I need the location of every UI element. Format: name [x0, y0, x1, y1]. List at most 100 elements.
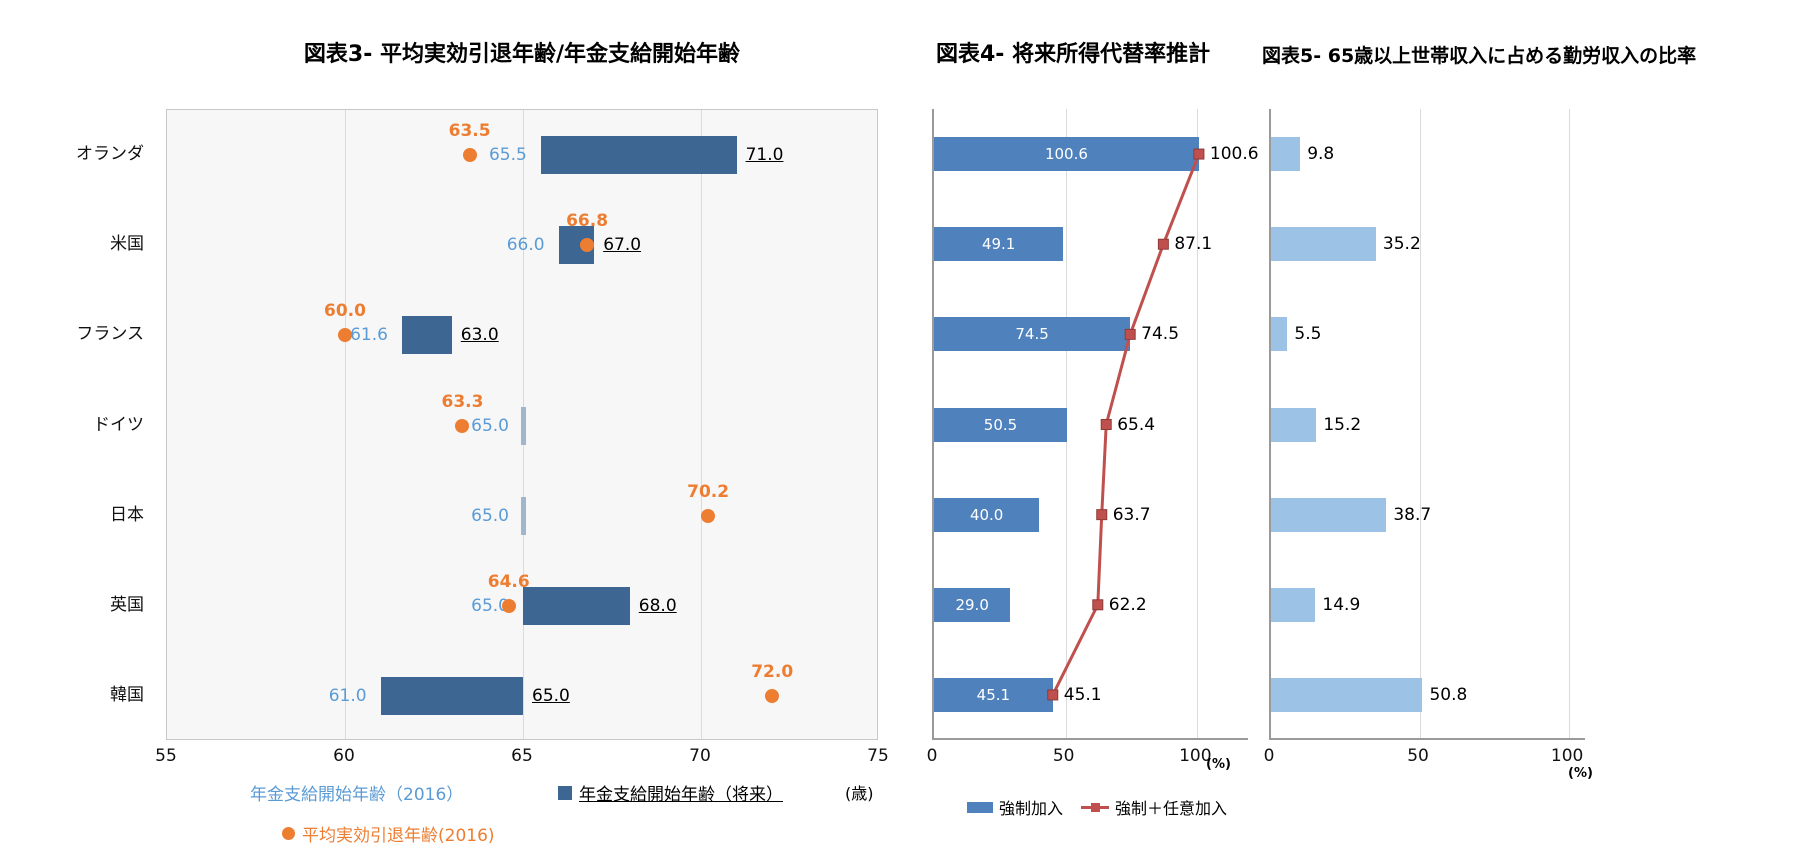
chart3-retirement-age-label: 64.6 [487, 571, 530, 592]
chart5-x-axis: 0 50 100 [0, 746, 1795, 768]
chart5-plot-area: 9.8 35.2 5.5 15.2 38.7 14.9 50.8 [1269, 109, 1585, 740]
chart3-retirement-age-dot [765, 688, 780, 703]
chart4-line-marker [1193, 148, 1205, 160]
chart3-retirement-age-label: 66.8 [566, 211, 609, 232]
chart3-future-age-label: 63.0 [460, 325, 499, 346]
chart4-plot-area: 100.6 49.1 74.5 50.5 40.0 29.0 45.1 100.6 87.1 74… [932, 109, 1259, 740]
chart4-bar-value-label: 50.5 [983, 415, 1018, 434]
chart4-legend-mandatory-voluntary: 強制＋任意加入 [1081, 795, 1227, 819]
chart3-retirement-age-label: 70.2 [687, 481, 730, 502]
chart5-labor-income-bar [1271, 137, 1301, 172]
chart4-line-value-label: 74.5 [1141, 324, 1180, 345]
chart3-pension-age-bar [540, 136, 737, 175]
chart4-bar-value-label: 74.5 [1015, 325, 1049, 344]
chart3-future-age-label: 67.0 [603, 235, 642, 256]
chart3-future-age-label: 65.0 [532, 685, 570, 706]
chart5-axis-unit-label: (%) [1568, 766, 1593, 781]
chart4-x-axis: 0 50 100 [0, 746, 1795, 768]
chart3-category-label: 日本 [110, 504, 144, 525]
chart3-future-age-label: 68.0 [638, 595, 677, 616]
chart5-labor-income-bar [1271, 317, 1288, 352]
orange-dot-icon [282, 827, 295, 840]
chart4-line-marker [1124, 328, 1136, 340]
chart4-mandatory-bar [934, 587, 1011, 622]
chart3-axis-unit-label: (歳) [845, 784, 874, 803]
chart4-line-marker [1096, 509, 1108, 521]
chart3-start-age-label: 65.0 [471, 595, 509, 616]
chart4-legend: 強制加入 強制＋任意加入 [932, 795, 1262, 819]
chart5-value-label: 9.8 [1307, 144, 1335, 165]
chart3-future-age-label: 71.0 [745, 145, 784, 166]
chart4-title: 図表4- 将来所得代替率推計 [936, 42, 1211, 67]
chart3-retirement-age-dot [701, 508, 716, 523]
chart4-line-value-label: 62.2 [1108, 594, 1147, 615]
legend-label-mandatory: 強制加入 [998, 799, 1063, 818]
chart3-x-axis: 55 60 65 70 75 [0, 746, 1795, 768]
chart4-mandatory-bar [934, 317, 1131, 352]
chart4-line-marker [1092, 599, 1104, 611]
chart3-plot-area: 65.5 71.0 63.5 66.0 67.0 66.8 61.6 63.0 60.0 65.0… [166, 109, 878, 740]
chart4-mandatory-bar [934, 677, 1053, 712]
chart5-value-label: 14.9 [1322, 594, 1361, 615]
chart4-line-marker [1100, 419, 1112, 430]
chart4-line-marker [1047, 689, 1059, 701]
chart5-labor-income-bar [1271, 407, 1317, 442]
chart3-category-label: ドイツ [93, 414, 144, 435]
chart3-start-age-label: 65.5 [488, 145, 527, 166]
chart5-value-label: 15.2 [1323, 414, 1362, 435]
chart3-retirement-age-label: 72.0 [751, 661, 794, 682]
chart5-x-tick-label: 0 [1263, 746, 1275, 766]
chart3-start-age-label: 61.6 [350, 325, 388, 346]
chart3-title: 図表3- 平均実効引退年齢/年金支給開始年齢 [303, 42, 741, 67]
chart3-x-tick-label: 75 [867, 746, 889, 766]
chart4-gridline [1197, 109, 1199, 738]
blue-bar-icon [966, 801, 993, 813]
chart4-line-value-label: 65.4 [1117, 414, 1156, 435]
chart3-pension-age-bar [520, 496, 526, 535]
chart3-start-age-label: 65.0 [471, 505, 509, 526]
chart5-gridline [1420, 109, 1422, 738]
chart3-gridline [345, 110, 346, 739]
chart3-category-label: 米国 [110, 234, 144, 255]
chart5-x-tick-label: 100 [1550, 746, 1584, 766]
chart5-title: 図表5- 65歳以上世帯収入に占める勤労収入の比率 [1262, 45, 1697, 67]
chart3-retirement-age-dot [580, 238, 595, 253]
chart5-value-label: 5.5 [1294, 324, 1322, 345]
chart4-x-tick-label: 100 [1179, 746, 1212, 766]
chart3-pension-age-bar [401, 316, 452, 355]
chart3-legend-pension-future: 年金支給開始年齢（将来） [558, 780, 783, 805]
chart4-mandatory-bar [934, 407, 1067, 442]
dark-blue-square-icon [558, 785, 572, 800]
chart4-line-value-label: 87.1 [1174, 234, 1213, 255]
chart3-legend-pension-2016: 年金支給開始年齢（2016） [250, 780, 463, 805]
chart3-retirement-age-dot [338, 328, 352, 343]
chart3-x-tick-label: 60 [333, 746, 355, 766]
chart4-replacement-rate-line [1047, 148, 1205, 701]
chart4-legend-mandatory: 強制加入 [966, 795, 1063, 819]
chart4-x-tick-label: 0 [926, 746, 938, 766]
red-line-marker-icon [1081, 802, 1109, 812]
chart3-gridline [701, 110, 702, 739]
chart4-bar-value-label: 40.0 [969, 505, 1004, 524]
chart3-pension-age-bar [520, 406, 526, 445]
chart3-pension-age-bar [380, 676, 523, 715]
chart3-retirement-age-label: 63.3 [441, 391, 484, 412]
chart3-category-label: 英国 [110, 594, 144, 615]
chart3-retirement-age-label: 63.5 [448, 121, 491, 142]
chart5-labor-income-bar [1271, 677, 1423, 712]
chart5-labor-income-bar [1271, 497, 1387, 532]
chart4-x-tick-label: 50 [1052, 746, 1075, 766]
chart4-line-value-label: 45.1 [1063, 684, 1102, 705]
chart4-line-value-label: 63.7 [1112, 504, 1151, 525]
chart4-line-value-label: 100.6 [1209, 144, 1259, 165]
chart4-bar-value-label: 49.1 [981, 235, 1016, 254]
chart4-bar-value-label: 100.6 [1044, 145, 1088, 164]
legend-label-mandatory-voluntary: 強制＋任意加入 [1115, 799, 1228, 818]
chart5-value-label: 35.2 [1382, 234, 1421, 255]
chart3-start-age-label: 61.0 [328, 685, 367, 706]
legend-label-pension-2016: 年金支給開始年齢（2016） [250, 785, 464, 805]
chart3-retirement-age-dot [501, 598, 516, 613]
chart3-start-age-label: 65.0 [471, 415, 509, 436]
chart5-x-tick-label: 50 [1407, 746, 1429, 766]
chart5-gridline [1569, 109, 1571, 738]
